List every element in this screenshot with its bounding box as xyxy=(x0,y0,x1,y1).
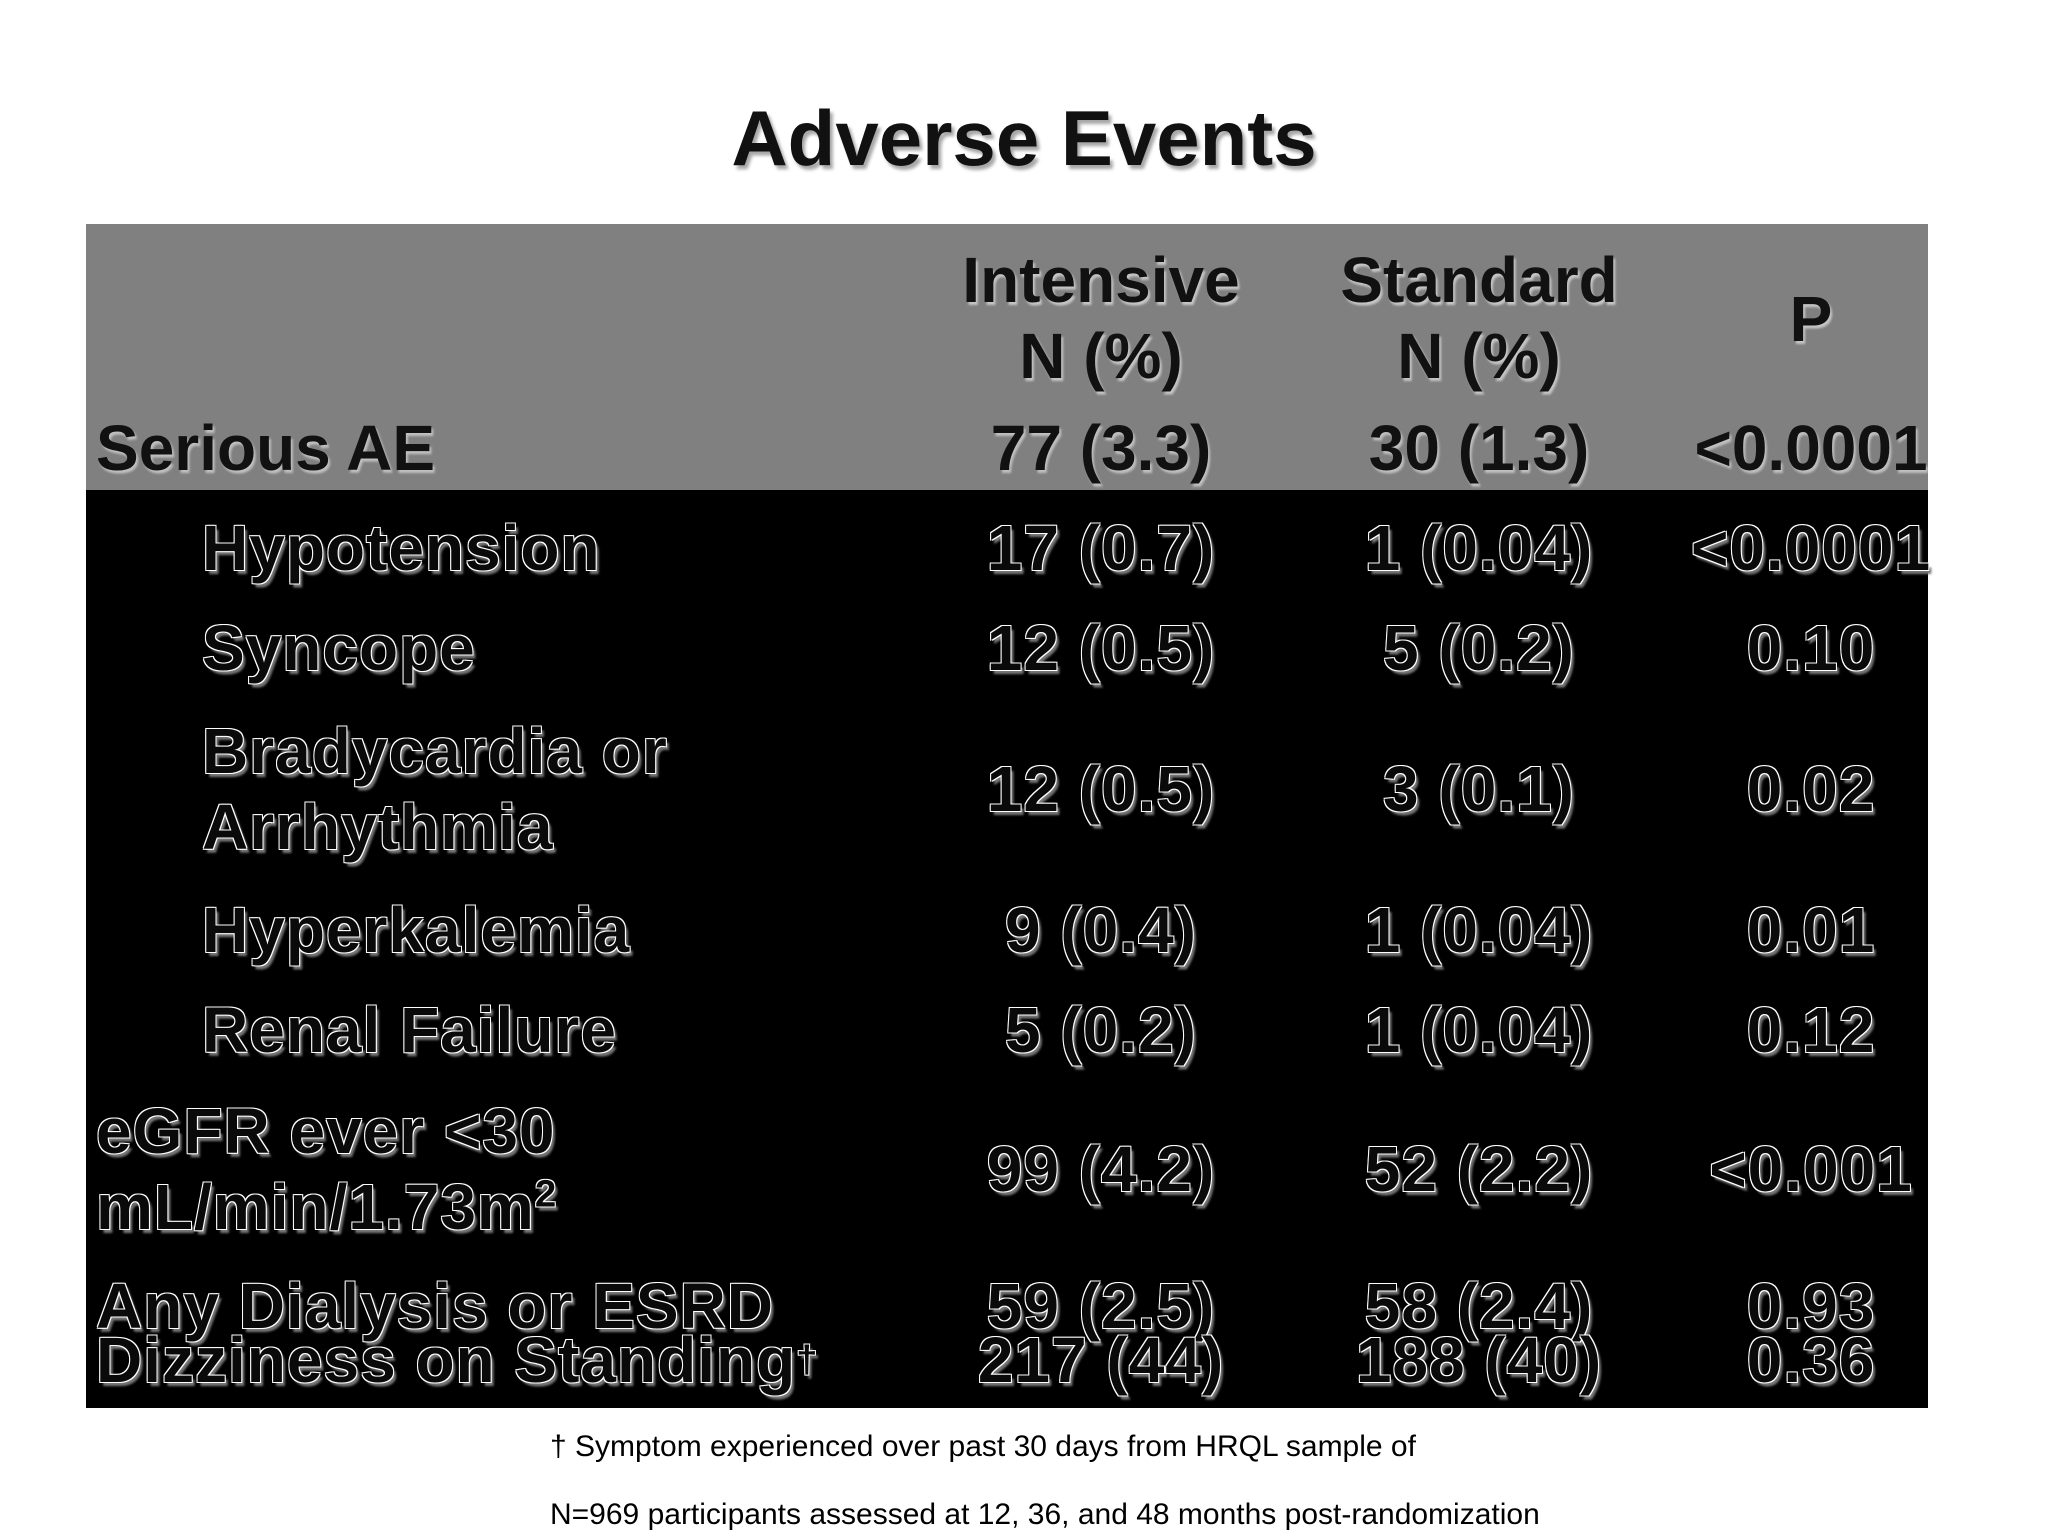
row-renal-failure-standard: 1 (0.04) xyxy=(1364,994,1594,1066)
row-egfr-standard: 52 (2.2) xyxy=(1364,1133,1594,1205)
adverse-events-table: Intensive N (%) Standard N (%) P Serious… xyxy=(86,224,1930,1408)
row-bradycardia-intensive: 12 (0.5) xyxy=(986,753,1216,825)
header-standard-title: Standard xyxy=(1340,244,1618,316)
footnote-line-1: † Symptom experienced over past 30 days … xyxy=(550,1430,1416,1463)
row-egfr-intensive: 99 (4.2) xyxy=(986,1133,1216,1205)
row-dialysis-standard: 58 (2.4) xyxy=(1364,1270,1594,1342)
row-hyperkalemia-label: Hyperkalemia xyxy=(202,894,631,966)
row-egfr-label-superscript: 2 xyxy=(534,1172,558,1216)
row-hyperkalemia-standard: 1 (0.04) xyxy=(1364,894,1594,966)
row-egfr-label-line1: eGFR ever <30 xyxy=(96,1095,556,1167)
row-hypotension-intensive: 17 (0.7) xyxy=(986,512,1216,584)
footnote-line-2: N=969 participants assessed at 12, 36, a… xyxy=(550,1498,1540,1531)
row-hypotension-label: Hypotension xyxy=(202,512,601,584)
row-dialysis-intensive: 59 (2.5) xyxy=(986,1270,1216,1342)
row-bradycardia-standard: 3 (0.1) xyxy=(1383,753,1575,825)
header-standard: Standard N (%) xyxy=(1254,228,1704,408)
row-syncope-standard: 5 (0.2) xyxy=(1383,612,1575,684)
row-dialysis-p: 0.93 xyxy=(1746,1270,1876,1342)
header-intensive-unit: N (%) xyxy=(1019,320,1183,392)
row-bradycardia-p: 0.02 xyxy=(1746,753,1876,825)
header-standard-unit: N (%) xyxy=(1397,320,1561,392)
row-dizziness-label: Dizziness on Standing † xyxy=(96,1324,819,1396)
row-dizziness-intensive: 217 (44) xyxy=(977,1324,1225,1396)
row-egfr-p: <0.001 xyxy=(1709,1133,1913,1205)
row-renal-failure-intensive: 5 (0.2) xyxy=(1005,994,1197,1066)
header-p: P xyxy=(1789,283,1833,355)
row-dialysis-label: Any Dialysis or ESRD xyxy=(96,1270,774,1342)
row-egfr-label: eGFR ever <30 mL/min/1.73m2 xyxy=(96,1084,856,1254)
table-header xyxy=(86,224,1928,490)
row-syncope-p: 0.10 xyxy=(1746,612,1876,684)
row-dizziness-p: 0.36 xyxy=(1746,1324,1876,1396)
row-hyperkalemia-intensive: 9 (0.4) xyxy=(1005,894,1197,966)
row-renal-failure-p: 0.12 xyxy=(1746,994,1876,1066)
row-dizziness-label-text: Dizziness on Standing xyxy=(96,1324,797,1396)
row-bradycardia-label-line2: Arrhythmia xyxy=(202,791,554,863)
row-bradycardia-label: Bradycardia or Arrhythmia xyxy=(202,704,882,874)
row-egfr-label-line2: mL/min/1.73m2 xyxy=(96,1169,557,1245)
header-intensive-title: Intensive xyxy=(962,244,1240,316)
row-bradycardia-label-line1: Bradycardia or xyxy=(202,715,668,787)
row-hyperkalemia-p: 0.01 xyxy=(1746,894,1876,966)
row-egfr-label-unit: mL/min/1.73m xyxy=(96,1171,535,1243)
header-intensive: Intensive N (%) xyxy=(876,228,1326,408)
slide-title: Adverse Events xyxy=(731,94,1317,182)
row-hypotension-standard: 1 (0.04) xyxy=(1364,512,1594,584)
row-dizziness-standard: 188 (40) xyxy=(1355,1324,1603,1396)
row-syncope-intensive: 12 (0.5) xyxy=(986,612,1216,684)
row-serious-ae-p: <0.0001 xyxy=(1694,412,1928,484)
row-serious-ae-standard: 30 (1.3) xyxy=(1368,412,1590,484)
row-serious-ae-label: Serious AE xyxy=(96,412,436,484)
row-hypotension-p: <0.0001 xyxy=(1690,512,1932,584)
row-serious-ae-intensive: 77 (3.3) xyxy=(990,412,1212,484)
row-renal-failure-label: Renal Failure xyxy=(202,994,617,1066)
row-syncope-label: Syncope xyxy=(202,612,476,684)
